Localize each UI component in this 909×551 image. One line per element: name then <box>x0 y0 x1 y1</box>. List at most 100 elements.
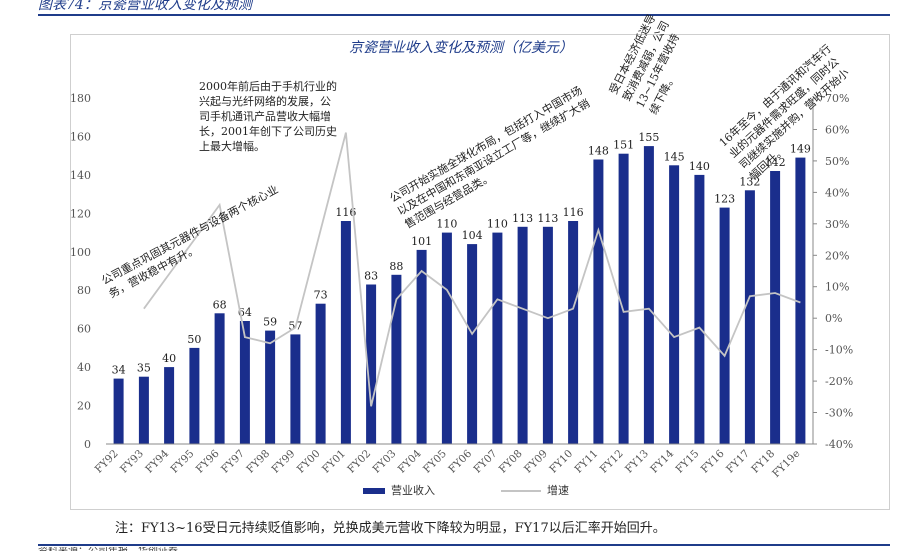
x-tick-label: FY00 <box>295 448 323 476</box>
y-right-tick-label: 0% <box>825 312 842 325</box>
bar-FY17 <box>744 190 755 444</box>
bar-value-label: 132 <box>739 175 760 188</box>
x-tick-label: FY11 <box>573 448 601 476</box>
x-tick-label: FY13 <box>623 448 651 476</box>
y-right-tick-label: -20% <box>825 375 853 388</box>
bottom-rule <box>38 544 890 546</box>
y-left-tick-label: 0 <box>84 438 91 451</box>
bar-FY18 <box>770 171 781 444</box>
bar-FY96 <box>214 313 225 444</box>
bar-value-label: 149 <box>790 143 811 156</box>
bar-FY19e <box>795 157 806 444</box>
bar-value-label: 34 <box>112 364 126 377</box>
bar-value-label: 113 <box>512 212 533 225</box>
x-tick-label: FY15 <box>674 448 702 476</box>
bar-value-label: 123 <box>714 193 735 206</box>
bar-value-label: 35 <box>137 362 151 375</box>
bar-FY92 <box>113 378 124 444</box>
x-tick-label: FY07 <box>472 448 500 476</box>
y-left-tick-label: 140 <box>71 169 91 182</box>
x-tick-label: FY10 <box>547 448 575 476</box>
x-tick-label: FY98 <box>244 448 272 476</box>
y-right-tick-label: 10% <box>825 281 849 294</box>
bar-value-label: 140 <box>689 160 710 173</box>
y-right-tick-label: -30% <box>825 407 853 420</box>
annotation-2001-growth: 2000年前后由于手机行业的 兴起与光纤网络的发展，公 司手机通讯产品营收大幅增… <box>199 80 337 153</box>
y-left-tick-label: 120 <box>71 207 91 220</box>
bar-FY11 <box>593 159 604 444</box>
y-left-tick-label: 100 <box>71 246 91 259</box>
y-right-tick-label: -10% <box>825 344 853 357</box>
bar-value-label: 148 <box>588 145 609 158</box>
bar-FY93 <box>138 376 149 444</box>
y-right-tick-label: -40% <box>825 438 853 451</box>
x-tick-label: FY96 <box>194 447 222 475</box>
growth-line-layer <box>143 132 801 407</box>
bar-FY00 <box>315 303 326 444</box>
bar-value-label: 116 <box>563 206 584 219</box>
legend-bar-label: 营业收入 <box>391 483 435 497</box>
bar-FY07 <box>492 232 503 444</box>
bar-value-label: 113 <box>537 212 558 225</box>
y-right-tick-label: 30% <box>825 218 849 231</box>
y-right-tick-label: 50% <box>825 155 849 168</box>
y-left-tick-label: 20 <box>77 400 91 413</box>
bar-value-label: 68 <box>213 298 227 311</box>
x-tick-label: FY08 <box>497 448 525 476</box>
bar-value-label: 73 <box>314 289 328 302</box>
x-tick-label: FY12 <box>598 448 626 476</box>
bar-FY94 <box>164 367 175 444</box>
bar-FY03 <box>391 274 402 444</box>
y-left-tick-label: 160 <box>71 130 91 143</box>
x-tick-label: FY17 <box>724 448 752 476</box>
x-tick-label: FY02 <box>345 448 373 476</box>
y-left-tick-label: 180 <box>71 92 91 105</box>
bar-FY97 <box>239 321 250 444</box>
x-tick-label: FY09 <box>522 448 550 476</box>
x-tick-label: FY04 <box>396 447 424 475</box>
bar-value-label: 110 <box>487 218 508 231</box>
bar-FY08 <box>517 226 528 444</box>
chart-title: 京瓷营业收入变化及预测（亿美元） <box>349 40 573 56</box>
x-tick-label: FY97 <box>219 448 247 476</box>
bar-value-label: 142 <box>765 156 786 169</box>
bar-FY12 <box>618 153 629 444</box>
bar-value-label: 145 <box>664 150 685 163</box>
bar-value-label: 151 <box>613 139 634 152</box>
x-tick-label: FY92 <box>93 448 121 476</box>
bar-FY98 <box>265 330 276 444</box>
footnote: 注：FY13~16受日元持续贬值影响，兑换成美元营收下降较为明显，FY17以后汇… <box>115 521 666 536</box>
bar-FY13 <box>643 146 654 444</box>
bar-FY09 <box>542 226 553 444</box>
chart-frame: 京瓷营业收入变化及预测（亿美元） 34 35 40 50 68 64 59 57 73 116 83… <box>70 12 890 510</box>
bar-value-label: 155 <box>638 131 659 144</box>
bar-FY16 <box>719 207 730 444</box>
figure-label: 图表74：京瓷营业收入变化及预测 <box>38 0 252 13</box>
growth-line <box>143 132 801 407</box>
y-right-tick-label: 70% <box>825 92 849 105</box>
bar-FY01 <box>340 221 351 444</box>
y-left-tick-label: 80 <box>77 284 91 297</box>
x-tick-label: FY01 <box>320 448 348 476</box>
x-tick-label: FY05 <box>421 448 449 476</box>
source-text: 资料来源：公司年报，华创证券 <box>38 547 178 551</box>
top-rule <box>38 14 890 16</box>
y-left-tick-label: 40 <box>77 361 91 374</box>
x-tick-label: FY14 <box>648 447 676 475</box>
bar-FY02 <box>366 284 377 444</box>
bar-FY99 <box>290 334 301 444</box>
x-tick-label: FY99 <box>270 448 298 476</box>
x-tick-label: FY93 <box>118 448 146 476</box>
x-tick-label: FY95 <box>169 448 197 476</box>
y-left-tick-label: 60 <box>77 323 91 336</box>
bar-value-label: 50 <box>187 333 201 346</box>
bar-value-label: 104 <box>462 229 483 242</box>
bar-value-label: 116 <box>335 206 356 219</box>
x-tick-label: FY03 <box>371 448 399 476</box>
x-tick-label: FY06 <box>446 447 474 475</box>
bar-value-label: 40 <box>162 352 176 365</box>
bar-FY14 <box>669 165 680 445</box>
legend-bar-swatch <box>363 488 385 494</box>
x-tick-label: FY94 <box>143 447 171 475</box>
